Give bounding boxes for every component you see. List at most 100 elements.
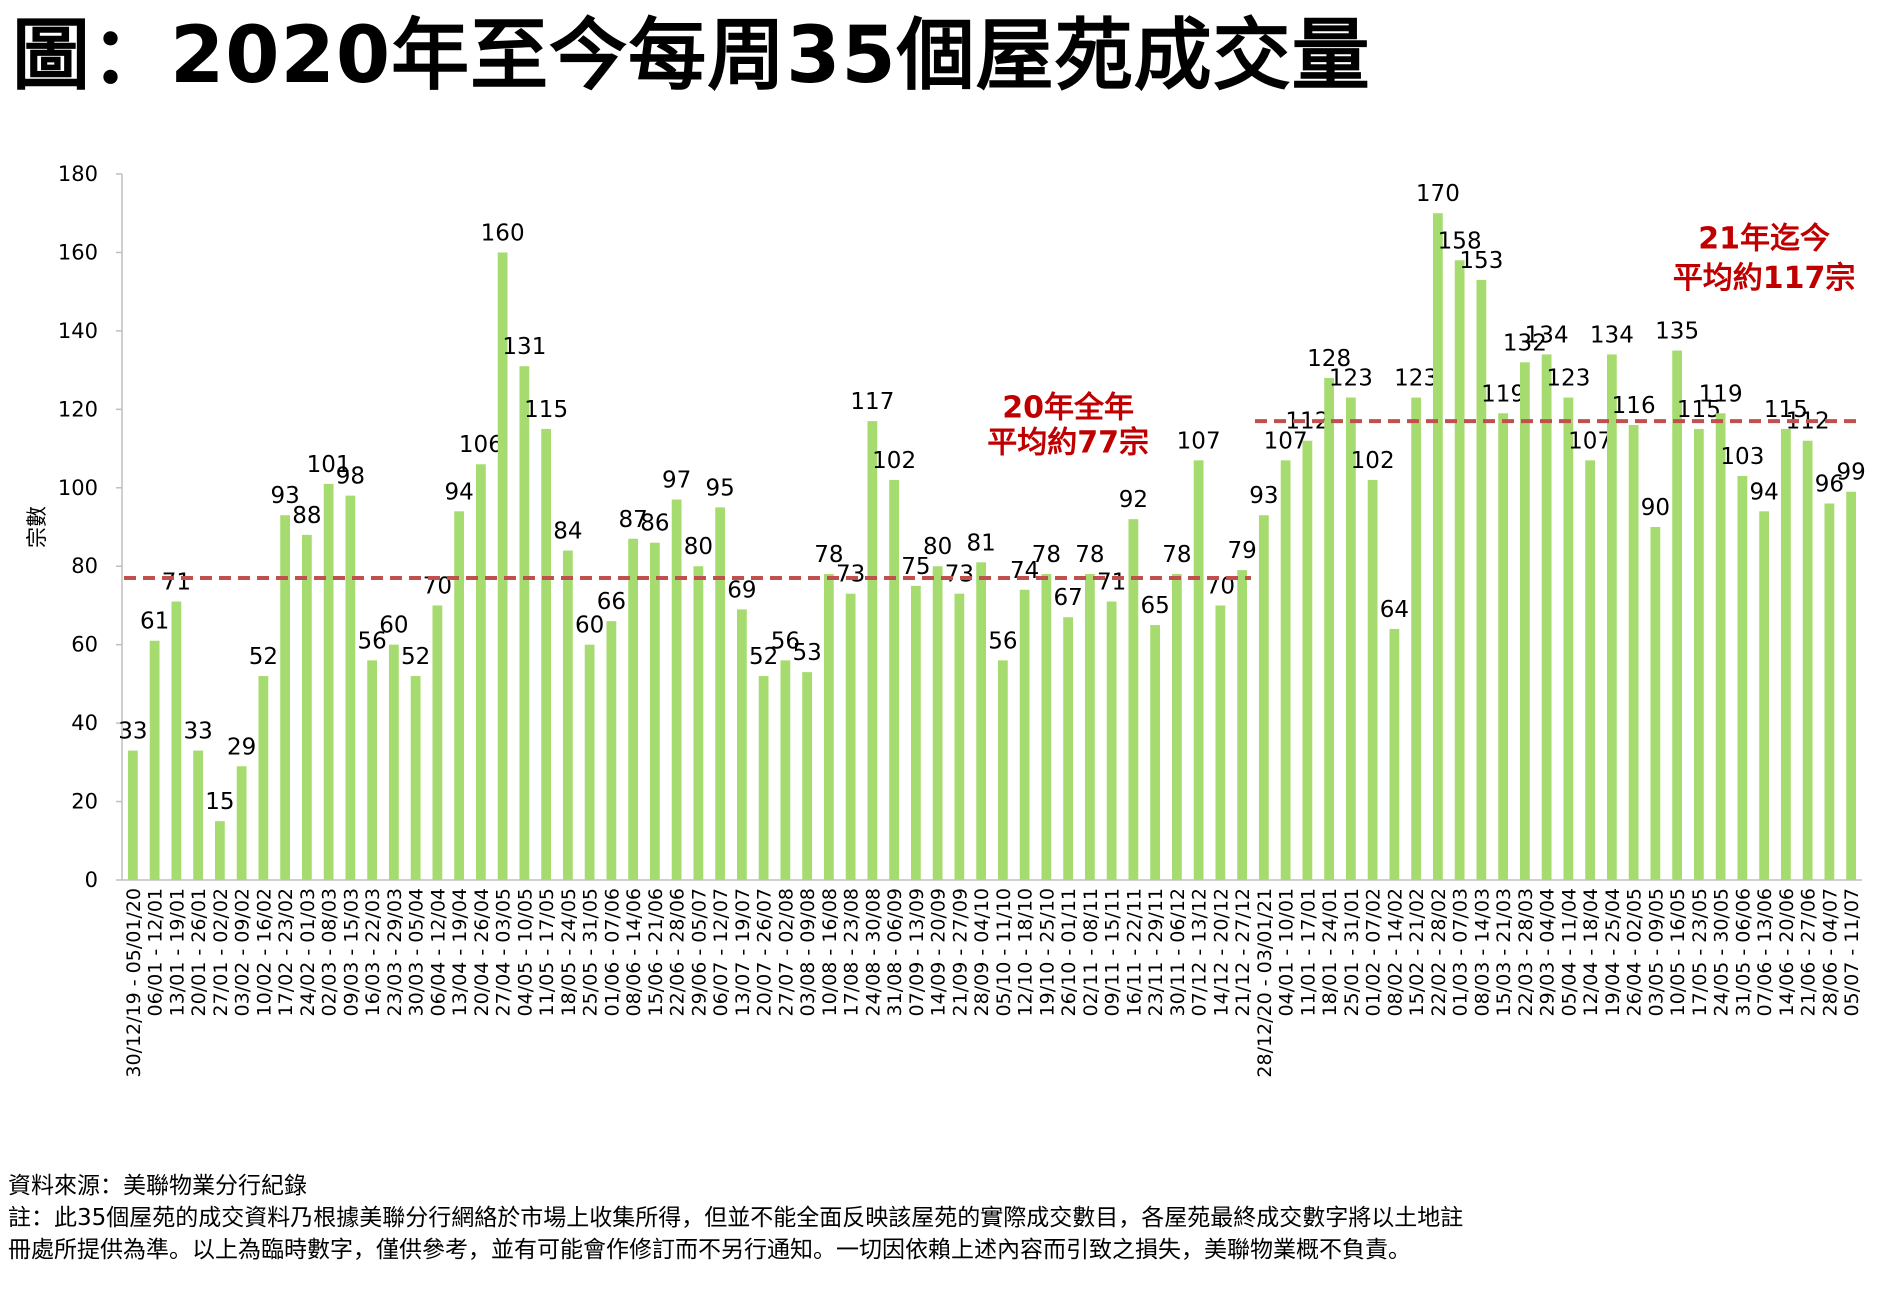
data-label: 123 <box>1329 366 1373 392</box>
bar <box>736 609 747 880</box>
average-annotation-line1: 20年全年 <box>1002 390 1134 425</box>
data-label: 107 <box>1568 428 1612 454</box>
x-tick-label: 15/06 - 21/06 <box>645 888 667 1016</box>
data-label: 73 <box>836 562 865 588</box>
x-tick-label: 30/03 - 05/04 <box>406 888 428 1016</box>
y-tick-label: 180 <box>58 162 98 186</box>
data-label: 33 <box>118 719 147 745</box>
bar <box>693 566 704 880</box>
x-tick-label: 01/06 - 07/06 <box>601 888 623 1016</box>
data-label: 116 <box>1612 393 1656 419</box>
data-label: 52 <box>401 644 430 670</box>
y-tick-label: 60 <box>71 633 98 657</box>
bar <box>1737 476 1748 880</box>
data-label: 107 <box>1177 428 1221 454</box>
x-tick-label: 05/10 - 11/10 <box>993 888 1015 1016</box>
x-tick-label: 10/08 - 16/08 <box>819 888 841 1016</box>
data-label: 98 <box>336 464 365 490</box>
x-tick-label: 25/01 - 31/01 <box>1341 888 1363 1016</box>
x-tick-label: 03/05 - 09/05 <box>1645 888 1667 1016</box>
x-tick-label: 01/03 - 07/03 <box>1450 888 1472 1016</box>
bar <box>1715 413 1726 880</box>
bar <box>258 676 269 880</box>
data-label: 64 <box>1380 597 1409 623</box>
x-tick-label: 17/05 - 23/05 <box>1689 888 1711 1016</box>
data-label: 101 <box>307 452 351 478</box>
bar <box>432 605 443 880</box>
data-label: 170 <box>1416 181 1460 207</box>
data-label: 52 <box>249 644 278 670</box>
data-label: 115 <box>524 397 568 423</box>
data-label: 80 <box>684 534 713 560</box>
bar <box>149 640 160 880</box>
data-label: 33 <box>183 719 212 745</box>
x-tick-label: 05/07 - 11/07 <box>1841 888 1863 1016</box>
data-label: 94 <box>1749 479 1778 505</box>
x-tick-label: 07/12 - 13/12 <box>1189 888 1211 1016</box>
data-label: 93 <box>1249 483 1278 509</box>
bar <box>345 495 356 880</box>
bar <box>1150 625 1161 880</box>
bar <box>1498 413 1509 880</box>
x-tick-label: 24/02 - 01/03 <box>297 888 319 1016</box>
data-label: 134 <box>1525 322 1569 348</box>
data-label: 86 <box>640 511 669 537</box>
x-tick-label: 26/10 - 01/11 <box>1058 888 1080 1016</box>
x-tick-label: 23/11 - 29/11 <box>1145 888 1167 1016</box>
data-label: 158 <box>1438 228 1482 254</box>
data-label: 78 <box>1162 542 1191 568</box>
data-label: 78 <box>814 542 843 568</box>
x-tick-label: 20/04 - 26/04 <box>471 888 493 1016</box>
bar <box>1476 279 1487 880</box>
x-tick-label: 14/12 - 20/12 <box>1210 888 1232 1016</box>
bar <box>519 366 530 880</box>
average-annotation-line2: 平均約77宗 <box>987 426 1149 461</box>
bar <box>649 542 660 880</box>
x-tick-label: 30/11 - 06/12 <box>1167 888 1189 1016</box>
bar <box>889 479 900 880</box>
y-tick-label: 120 <box>58 397 98 421</box>
x-tick-label: 01/02 - 07/02 <box>1363 888 1385 1016</box>
x-tick-label: 22/03 - 28/03 <box>1515 888 1537 1016</box>
bar <box>171 601 182 880</box>
x-tick-label: 02/11 - 08/11 <box>1080 888 1102 1016</box>
data-label: 103 <box>1720 444 1764 470</box>
x-tick-label: 28/09 - 04/10 <box>971 888 993 1016</box>
note-line-1: 註：此35個屋苑的成交資料乃根據美聯分行網絡於市場上收集所得，但並不能全面反映該… <box>8 1205 1464 1231</box>
x-tick-label: 03/08 - 09/08 <box>797 888 819 1016</box>
data-label: 123 <box>1394 366 1438 392</box>
bar <box>214 821 225 880</box>
x-tick-label: 18/05 - 24/05 <box>558 888 580 1016</box>
data-label: 93 <box>270 483 299 509</box>
x-tick-label: 21/06 - 27/06 <box>1798 888 1820 1016</box>
bar <box>1802 440 1813 880</box>
x-tick-label: 19/04 - 25/04 <box>1602 888 1624 1016</box>
x-tick-label: 11/01 - 17/01 <box>1297 888 1319 1016</box>
data-label: 29 <box>227 734 256 760</box>
bar <box>1280 460 1291 880</box>
x-tick-label: 15/03 - 21/03 <box>1493 888 1515 1016</box>
x-tick-label: 18/01 - 24/01 <box>1319 888 1341 1016</box>
data-label: 87 <box>618 507 647 533</box>
bar <box>997 660 1008 880</box>
data-label: 131 <box>502 334 546 360</box>
bar <box>584 644 595 880</box>
x-tick-label: 08/06 - 14/06 <box>623 888 645 1016</box>
data-label: 65 <box>1140 593 1169 619</box>
bar <box>562 550 573 880</box>
bar <box>1563 397 1574 880</box>
x-tick-label: 22/06 - 28/06 <box>667 888 689 1016</box>
bar <box>1367 479 1378 880</box>
data-label: 88 <box>292 503 321 529</box>
data-label: 66 <box>597 589 626 615</box>
bar <box>1128 519 1139 880</box>
data-label: 71 <box>1097 570 1126 596</box>
x-tick-label: 17/08 - 23/08 <box>841 888 863 1016</box>
data-label: 95 <box>705 475 734 501</box>
bar <box>323 483 334 880</box>
bar <box>867 421 878 880</box>
data-label: 81 <box>966 530 995 556</box>
bar <box>1019 589 1030 880</box>
x-tick-label: 27/07 - 02/08 <box>775 888 797 1016</box>
data-label: 134 <box>1590 322 1634 348</box>
